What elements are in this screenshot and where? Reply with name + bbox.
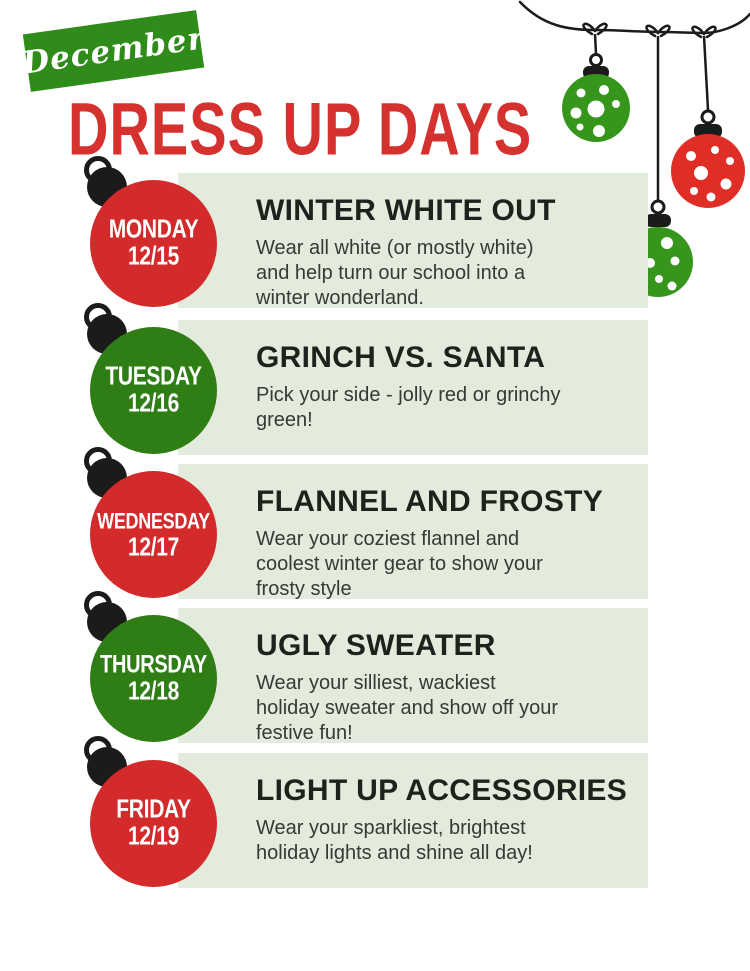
event-title: GRINCH VS. SANTA [256, 341, 546, 374]
event-description: Wear your coziest flannel and coolest wi… [256, 528, 543, 600]
date-label: 12/17 [127, 533, 180, 562]
date-label: 12/19 [127, 822, 180, 851]
bow-icon [645, 24, 671, 38]
schedule-row: GRINCH VS. SANTA Pick your side - jolly … [0, 303, 750, 460]
event-panel: GRINCH VS. SANTA Pick your side - jolly … [178, 320, 648, 455]
page-title: DRESS UP DAYS [68, 87, 533, 171]
event-description: Pick your side - jolly red or grinchy gr… [256, 384, 561, 431]
ornament-garland-icon [518, 0, 750, 297]
day-ornament: MONDAY 12/15 [0, 156, 230, 313]
hanging-ornament-red-icon [671, 35, 745, 208]
event-description: Wear your sparkliest, brightest holiday … [256, 817, 533, 864]
schedule-row: UGLY SWEATER Wear your silliest, wackies… [0, 591, 750, 748]
event-panel: FLANNEL AND FROSTY Wear your coziest fla… [178, 464, 648, 600]
ornament-ball-icon: WEDNESDAY 12/17 [90, 471, 217, 598]
bow-icon [691, 25, 717, 39]
event-title: WINTER WHITE OUT [256, 194, 556, 227]
date-label: 12/16 [127, 389, 180, 418]
event-title: UGLY SWEATER [256, 629, 496, 662]
date-label: 12/18 [127, 677, 180, 706]
date-label: 12/15 [127, 242, 180, 271]
day-ornament: TUESDAY 12/16 [0, 303, 230, 460]
event-title: FLANNEL AND FROSTY [256, 485, 604, 518]
day-ornament: FRIDAY 12/19 [0, 736, 230, 893]
event-panel: WINTER WHITE OUT Wear all white (or most… [178, 173, 648, 309]
schedule-row: LIGHT UP ACCESSORIES Wear your sparklies… [0, 736, 750, 893]
month-label: December [20, 20, 207, 82]
event-title: LIGHT UP ACCESSORIES [256, 774, 628, 807]
day-label: WEDNESDAY [97, 508, 210, 534]
hanging-ornament-green-short-icon [562, 33, 630, 142]
event-description: Wear all white (or mostly white) and hel… [256, 237, 534, 309]
day-label: MONDAY [108, 215, 199, 244]
bow-icon [582, 22, 608, 36]
ornament-ball-icon: TUESDAY 12/16 [90, 327, 217, 454]
day-ornament: THURSDAY 12/18 [0, 591, 230, 748]
ornament-ball-icon: FRIDAY 12/19 [90, 760, 217, 887]
ornament-ball-icon: THURSDAY 12/18 [90, 615, 217, 742]
schedule-row: FLANNEL AND FROSTY Wear your coziest fla… [0, 447, 750, 604]
event-panel: UGLY SWEATER Wear your silliest, wackies… [178, 608, 648, 744]
event-panel: LIGHT UP ACCESSORIES Wear your sparklies… [178, 753, 648, 888]
day-ornament: WEDNESDAY 12/17 [0, 447, 230, 604]
month-banner: December [20, 10, 207, 92]
schedule-row: WINTER WHITE OUT Wear all white (or most… [0, 156, 750, 313]
ornament-ball-icon: MONDAY 12/15 [90, 180, 217, 307]
event-description: Wear your silliest, wackiest holiday swe… [256, 672, 559, 744]
day-label: TUESDAY [105, 362, 202, 391]
day-label: THURSDAY [100, 651, 207, 679]
day-label: FRIDAY [116, 795, 191, 824]
